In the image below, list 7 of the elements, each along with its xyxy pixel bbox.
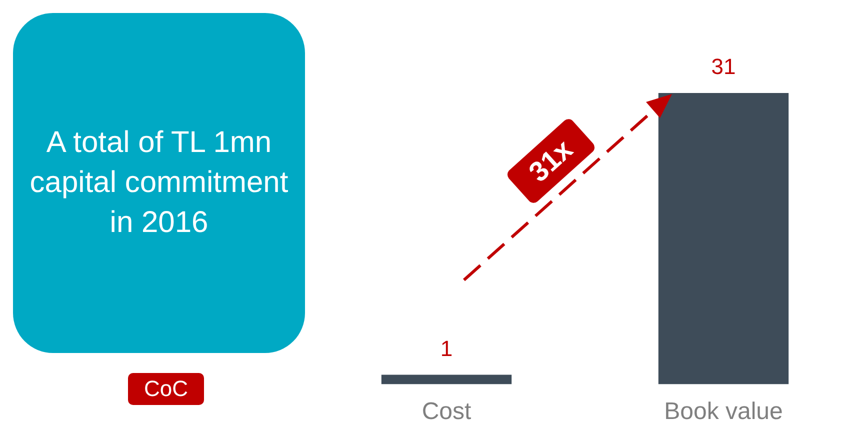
data-label: 31	[711, 54, 736, 80]
text: A total of TL 1mn capital commitment in 2016	[13, 13, 305, 353]
annotation: 31x	[504, 116, 598, 206]
data-label: 1	[440, 336, 453, 361]
x-tick-label: Book value	[664, 398, 783, 426]
text: CoC	[128, 373, 204, 405]
x-tick-label: Cost	[422, 398, 472, 426]
